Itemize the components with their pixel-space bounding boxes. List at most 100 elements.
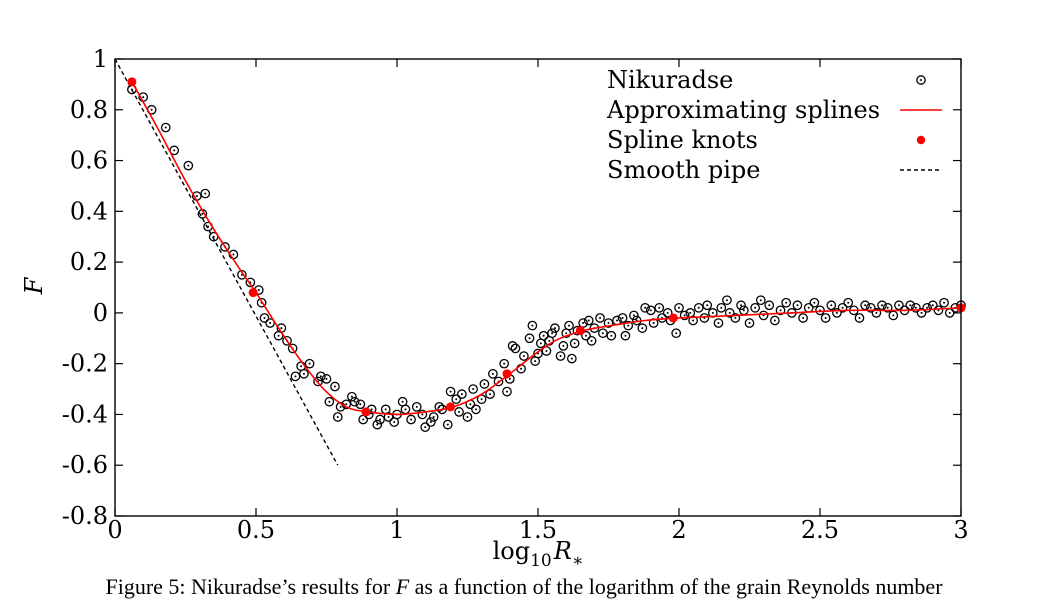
nikuradse-point (502, 386, 512, 397)
nikuradse-point-ring (445, 386, 456, 397)
nikuradse-point-dot (300, 365, 303, 368)
nikuradse-point-dot (632, 314, 635, 317)
nikuradse-point-ring (479, 379, 490, 389)
nikuradse-point-ring (425, 417, 436, 427)
nikuradse-point (648, 318, 659, 328)
nikuradse-point-dot (376, 423, 379, 426)
nikuradse-point (583, 315, 594, 326)
nikuradse-point (200, 188, 211, 199)
nikuradse-point-ring (499, 358, 510, 369)
nikuradse-point-ring (417, 409, 428, 420)
nikuradse-point-ring (826, 300, 837, 311)
nikuradse-point-dot (370, 408, 373, 411)
nikuradse-point-ring (510, 343, 521, 354)
nikuradse-point-ring (259, 313, 270, 323)
nikuradse-point-dot (768, 304, 771, 307)
nikuradse-point (865, 302, 876, 313)
nikuradse-point-dot (869, 306, 872, 309)
nikuradse-point-ring (485, 389, 495, 399)
y-tick-label: -0.8 (62, 502, 108, 530)
nikuradse-point-ring (894, 300, 904, 311)
plot-area (114, 58, 966, 466)
spline-knot (127, 77, 137, 87)
nikuradse-point-dot (920, 311, 923, 314)
nikuradse-point-ring (330, 381, 340, 392)
nikuradse-point-dot (675, 332, 678, 335)
nikuradse-point (832, 308, 842, 318)
nikuradse-point-ring (538, 330, 549, 341)
nikuradse-point-dot (421, 413, 424, 416)
nikuradse-point-dot (813, 301, 816, 304)
nikuradse-point-dot (875, 311, 878, 314)
nikuradse-point-ring (770, 315, 780, 326)
nikuradse-point (569, 338, 580, 349)
nikuradse-point-dot (568, 324, 571, 327)
nikuradse-point (355, 399, 366, 410)
nikuradse-point (724, 308, 735, 318)
nikuradse-point (457, 389, 467, 399)
nikuradse-point-dot (449, 390, 452, 393)
nikuradse-point-ring (750, 302, 760, 313)
nikuradse-point-ring (200, 188, 211, 199)
nikuradse-point-dot (858, 316, 861, 319)
nikuradse-point-ring (623, 320, 634, 331)
legend-label-knots: Spline knots (607, 126, 758, 154)
nikuradse-point-dot (520, 367, 523, 370)
nikuradse-point-ring (265, 318, 275, 328)
nikuradse-point-dot (542, 334, 545, 337)
nikuradse-point-ring (744, 318, 755, 328)
nikuradse-point-dot (333, 385, 336, 388)
nikuradse-point (324, 396, 335, 407)
nikuradse-point-dot (150, 108, 153, 111)
nikuradse-point-dot (534, 360, 537, 363)
nikuradse-point-ring (871, 308, 882, 318)
nikuradse-point-ring (820, 313, 831, 323)
nikuradse-point-dot (514, 347, 517, 350)
nikuradse-point-ring (654, 302, 665, 313)
nikuradse-point (820, 313, 831, 323)
spline-knot (248, 288, 258, 298)
nikuradse-point-ring (290, 371, 301, 382)
nikuradse-point-dot (384, 408, 387, 411)
nikuradse-point-dot (508, 377, 511, 380)
nikuradse-point-dot (835, 311, 838, 314)
nikuradse-point (349, 396, 360, 407)
nikuradse-point (764, 300, 775, 311)
nikuradse-point-ring (637, 323, 648, 333)
nikuradse-point (417, 409, 428, 420)
nikuradse-point-dot (754, 306, 757, 309)
nikuradse-point (265, 318, 275, 328)
nikuradse-point-ring (347, 391, 357, 402)
nikuradse-point (933, 305, 944, 316)
nikuradse-point-dot (480, 398, 483, 401)
nikuradse-point (468, 384, 478, 394)
spline-knot (361, 407, 371, 417)
nikuradse-point-dot (187, 164, 190, 167)
nikuradse-point-ring (629, 310, 639, 321)
nikuradse-point-dot (474, 408, 477, 411)
nikuradse-point-dot (387, 415, 390, 418)
nikuradse-point-ring (547, 328, 557, 339)
nikuradse-point-dot (692, 319, 695, 322)
nikuradse-point-ring (798, 313, 808, 323)
nikuradse-point (375, 414, 385, 425)
nikuradse-point-ring (837, 302, 848, 313)
nikuradse-point-dot (621, 316, 624, 319)
nikuradse-point-ring (566, 353, 577, 364)
nikuradse-point-ring (713, 318, 724, 328)
nikuradse-point-dot (353, 400, 356, 403)
nikuradse-point (290, 371, 301, 382)
nikuradse-point (454, 407, 464, 417)
nikuradse-point (620, 330, 631, 341)
nikuradse-point (882, 302, 893, 313)
nikuradse-point-dot (615, 319, 618, 322)
x-tick-label: 2 (671, 516, 686, 544)
nikuradse-point-dot (539, 342, 542, 345)
nikuradse-point-dot (926, 306, 929, 309)
nikuradse-point-dot (864, 304, 867, 307)
nikuradse-point-dot (483, 382, 486, 385)
nikuradse-point (657, 313, 667, 323)
nikuradse-point (564, 320, 574, 331)
nikuradse-point-ring (488, 368, 498, 379)
nikuradse-point-ring (160, 122, 171, 133)
